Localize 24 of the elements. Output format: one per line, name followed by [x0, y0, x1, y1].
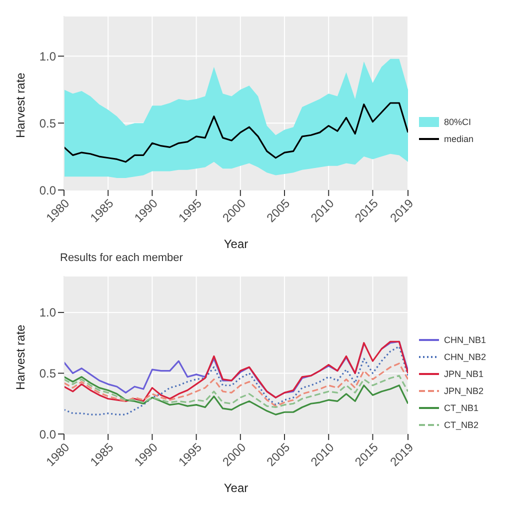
x-axis-title: Year: [224, 237, 248, 251]
y-tick-label: 0.0: [39, 427, 56, 442]
y-tick-label: 1.0: [39, 49, 56, 64]
y-tick-label: 0.0: [39, 183, 56, 198]
y-tick-label: 0.5: [39, 366, 56, 380]
legend-label: CHN_NB2: [444, 352, 486, 362]
legend-label: CT_NB2: [444, 420, 479, 430]
legend-label: JPN_NB2: [444, 386, 484, 396]
chart-title: Results for each member: [60, 252, 184, 266]
y-axis-title: Harvest rate: [13, 72, 28, 138]
legend-label: CHN_NB1: [444, 334, 486, 344]
legend-label: JPN_NB1: [444, 368, 484, 378]
line-series: [64, 102, 408, 163]
line-series: [64, 346, 408, 416]
legend-label: CT_NB1: [444, 402, 479, 412]
y-tick-label: 1.0: [39, 306, 56, 320]
x-axis-title: Year: [224, 481, 248, 495]
line-series: [64, 376, 408, 416]
line-series: [64, 362, 408, 407]
text: 80%CI: [444, 116, 472, 126]
y-tick-label: 0.5: [39, 116, 56, 130]
line-series: [64, 374, 408, 408]
legend-label: median: [444, 134, 474, 144]
y-axis-title: Harvest rate: [13, 324, 28, 390]
